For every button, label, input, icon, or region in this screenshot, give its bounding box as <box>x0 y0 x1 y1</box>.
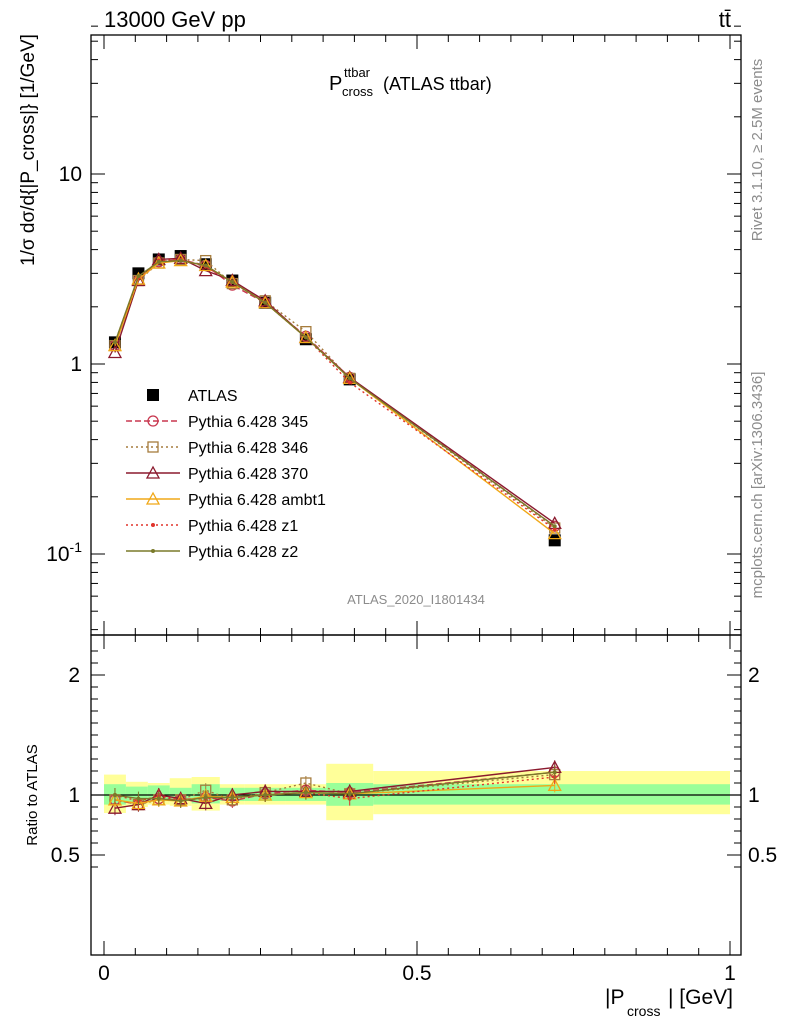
ratio-data-point <box>198 796 213 810</box>
main-data-point <box>131 273 146 287</box>
legend-marker <box>145 491 161 505</box>
main-data-point <box>303 335 308 340</box>
ratio-data-point <box>136 796 141 801</box>
legend-marker <box>147 441 159 453</box>
ratio-data-point <box>230 795 235 800</box>
legend-label: Pythia 6.428 345 <box>188 414 308 431</box>
main-series-line <box>114 258 556 530</box>
axis-ticks: 10 1 10-1 0 0.5 1 2 2 1 1 0.5 0.5 <box>46 25 777 985</box>
process-label: 13000 GeV pp <box>104 7 246 32</box>
ratio-data-point <box>303 790 308 795</box>
ratio-data-point <box>263 793 268 797</box>
ratio-series-line <box>114 771 555 802</box>
main-data-point <box>547 526 562 540</box>
legend-marker <box>147 415 159 427</box>
ratio-data-point <box>547 778 562 792</box>
ratio-series-line <box>114 766 555 809</box>
ratio-y-tick-label-right: 1 <box>748 784 760 807</box>
mcplots-label: mcplots.cern.ch [arXiv:1306.3436] <box>749 372 766 599</box>
legend-label: Pythia 6.428 370 <box>188 466 308 483</box>
legend-marker <box>151 549 155 553</box>
main-series-line <box>114 258 556 527</box>
legend-marker <box>147 389 159 401</box>
main-data-point <box>258 295 273 309</box>
ratio-y-tick-label-left: 2 <box>68 664 80 687</box>
ratio-data-point <box>552 770 557 775</box>
final-state-label: tt̄ <box>719 7 731 32</box>
ratio-y-axis-label: Ratio to ATLAS <box>24 744 41 845</box>
ratio-data-point <box>107 800 123 814</box>
main-data-point <box>151 252 166 266</box>
ratio-y-tick-label-left: 1 <box>68 784 80 807</box>
main-data-point <box>347 380 352 385</box>
main-series-line <box>114 259 556 527</box>
x-tick-label: 0 <box>98 962 110 985</box>
main-data-point <box>107 345 123 359</box>
main-data-point <box>173 250 188 264</box>
ratio-data-point <box>131 796 146 810</box>
x-tick-label: 0.5 <box>402 962 431 985</box>
main-y-axis-label: 1/σ dσ/d{|P_cross|} [1/GeV] <box>18 34 39 266</box>
ratio-data-point <box>156 796 161 801</box>
analysis-watermark: ATLAS_2020_I1801434 <box>347 592 485 607</box>
main-data-point <box>112 340 117 345</box>
title-suffix: (ATLAS ttbar) <box>383 74 492 94</box>
ratio-data-point <box>107 792 123 806</box>
title-subscript: cross <box>342 84 374 99</box>
plot-title: P ttbar cross (ATLAS ttbar) <box>329 65 492 99</box>
main-data-point <box>548 534 561 547</box>
ratio-data-point <box>203 795 208 800</box>
main-data-point <box>230 280 235 285</box>
ratio-y-tick-label-left: 0.5 <box>51 844 80 867</box>
legend: ATLAS Pythia 6.428 345 Pythia 6.428 346 Pyt… <box>126 388 326 561</box>
main-y-tick-label: 10-1 <box>46 539 82 566</box>
main-data-point <box>552 527 557 532</box>
main-series-line <box>114 258 556 529</box>
main-data-point <box>156 259 161 264</box>
legend-label: Pythia 6.428 346 <box>188 440 308 457</box>
legend-label: Pythia 6.428 z1 <box>188 518 298 535</box>
x-axis-label: |P cross | [GeV] <box>605 986 733 1019</box>
ratio-data-point <box>178 799 183 803</box>
main-data-point <box>178 258 183 263</box>
main-series-group <box>107 250 562 547</box>
main-data-point <box>203 263 208 268</box>
x-axis-label-suffix: | [GeV] <box>668 986 733 1009</box>
legend-label: Pythia 6.428 ambt1 <box>188 492 326 509</box>
main-y-tick-label: 10 <box>59 163 82 186</box>
ratio-data-point <box>112 793 117 797</box>
main-data-point <box>131 271 146 285</box>
rivet-label: Rivet 3.1.10, ≥ 2.5M events <box>749 59 766 242</box>
main-data-point <box>263 300 268 305</box>
main-data-point <box>552 524 557 529</box>
main-data-point <box>225 274 240 288</box>
main-data-point <box>136 274 141 279</box>
main-series-line <box>114 259 556 535</box>
legend-label: ATLAS <box>188 388 238 405</box>
x-axis-label-main: |P <box>605 986 624 1009</box>
main-data-point <box>107 338 123 352</box>
ratio-y-tick-label-right: 2 <box>748 664 760 687</box>
title-main: P <box>329 73 342 95</box>
ratio-series-group <box>107 760 562 816</box>
legend-label: Pythia 6.428 z2 <box>188 544 298 561</box>
ratio-uncertainty-bands <box>104 763 730 821</box>
x-axis-label-subscript: cross <box>627 1003 660 1019</box>
ratio-data-point <box>347 791 352 796</box>
legend-marker <box>145 465 161 479</box>
main-data-point <box>298 330 313 344</box>
main-data-point <box>347 376 352 381</box>
ratio-y-tick-label-right: 0.5 <box>748 844 777 867</box>
legend-marker <box>151 523 155 527</box>
title-superscript: ttbar <box>344 65 371 80</box>
main-y-tick-label: 1 <box>70 353 82 376</box>
x-tick-label: 1 <box>724 962 736 985</box>
